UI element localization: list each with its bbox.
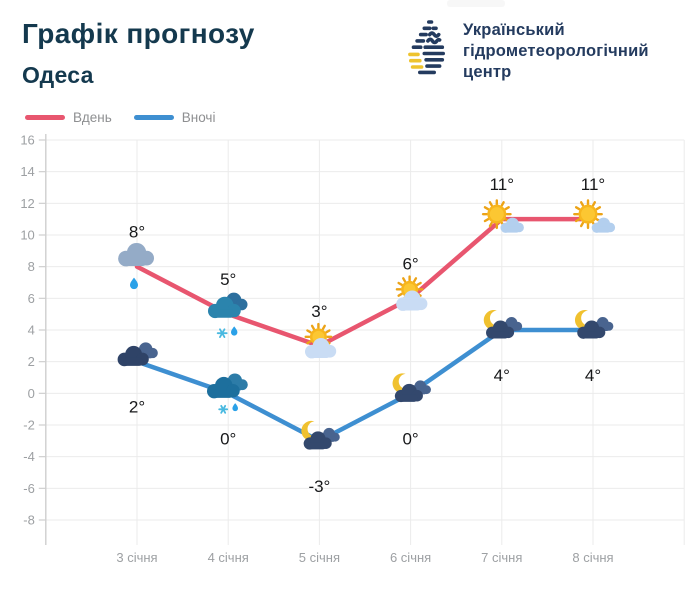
y-tick-label: -8 xyxy=(23,513,35,528)
temp-label: 5° xyxy=(220,270,236,289)
temp-label: 0° xyxy=(220,429,236,448)
y-tick-label: -4 xyxy=(23,449,35,464)
night-cloud-icon xyxy=(117,342,158,367)
y-tick-label: -6 xyxy=(23,481,35,496)
temp-label: 3° xyxy=(311,302,327,321)
legend-item-night[interactable]: Вночі xyxy=(133,110,216,125)
moon-cloud-icon xyxy=(483,310,523,339)
moon-cloud-icon xyxy=(392,373,431,403)
legend-label-day: Вдень xyxy=(73,110,112,125)
y-tick-label: 2 xyxy=(28,354,35,369)
sun-behind-cloud-icon xyxy=(395,275,428,311)
x-tick-label: 4 січня xyxy=(208,550,249,565)
cloud-snow-rain-icon xyxy=(207,292,248,338)
x-tick-label: 8 січня xyxy=(572,550,613,565)
page-title: Графік прогнозу xyxy=(22,18,255,49)
forecast-chart: 16 14 12 10 8 6 4 2 0 -2 -4 -6 -8 3 січня 4 січня 5 січ… xyxy=(20,133,685,565)
temp-label: 4° xyxy=(494,366,510,385)
org-name-line: центр xyxy=(463,63,512,81)
org-name: Український гідрометеорологічний центр xyxy=(463,20,649,83)
sun-small-cloud-icon xyxy=(481,199,524,233)
legend-label-night: Вночі xyxy=(181,110,216,125)
x-tick-label: 6 січня xyxy=(390,550,431,565)
sun-small-cloud-icon xyxy=(573,199,616,233)
y-tick-label: 6 xyxy=(28,291,35,306)
x-tick-label: 7 січня xyxy=(481,550,522,565)
night-line-swatch xyxy=(133,115,174,120)
temp-label: 2° xyxy=(129,398,145,417)
day-line-swatch xyxy=(25,115,65,120)
y-tick-label: 0 xyxy=(28,386,35,401)
moon-cloud-icon xyxy=(574,310,614,339)
moon-cloud-icon xyxy=(301,420,340,450)
org-logo: Український гідрометеорологічний центр xyxy=(400,14,649,84)
x-tick-label: 3 січня xyxy=(116,550,157,565)
temp-label: 11° xyxy=(490,175,514,194)
night-cloud-snow-icon xyxy=(206,373,248,414)
day-series-line xyxy=(134,216,596,349)
sun-behind-cloud-icon xyxy=(304,322,337,359)
temp-label: 4° xyxy=(585,366,601,385)
y-tick-label: 16 xyxy=(20,133,34,148)
y-tick-label: 14 xyxy=(20,164,34,179)
top-edge-artifact xyxy=(447,0,505,7)
night-series-line xyxy=(134,327,596,444)
temp-label: 6° xyxy=(402,254,418,273)
org-name-line: Український xyxy=(463,21,565,39)
temp-label: 0° xyxy=(402,429,418,448)
y-tick-label: 12 xyxy=(20,196,34,211)
y-tick-label: 4 xyxy=(28,323,35,338)
chart-legend: Вдень Вночі xyxy=(25,110,237,125)
y-tick-label: 10 xyxy=(20,228,34,243)
city-title: Одеса xyxy=(22,62,94,88)
temp-label: -3° xyxy=(308,477,330,496)
cloud-rain-icon xyxy=(118,242,155,290)
x-axis-labels: 3 січня 4 січня 5 січня 6 січня 7 січня 8 січ… xyxy=(116,550,613,565)
water-drop-logo-icon xyxy=(408,20,445,75)
temp-label: 11° xyxy=(581,175,605,194)
y-axis-labels: 16 14 12 10 8 6 4 2 0 -2 -4 -6 -8 xyxy=(20,133,46,528)
temp-label: 8° xyxy=(129,223,145,242)
y-tick-label: -2 xyxy=(23,418,35,433)
y-tick-label: 8 xyxy=(28,259,35,274)
x-tick-label: 5 січня xyxy=(299,550,340,565)
legend-item-day[interactable]: Вдень xyxy=(25,110,112,125)
org-name-line: гідрометеорологічний xyxy=(463,42,649,60)
